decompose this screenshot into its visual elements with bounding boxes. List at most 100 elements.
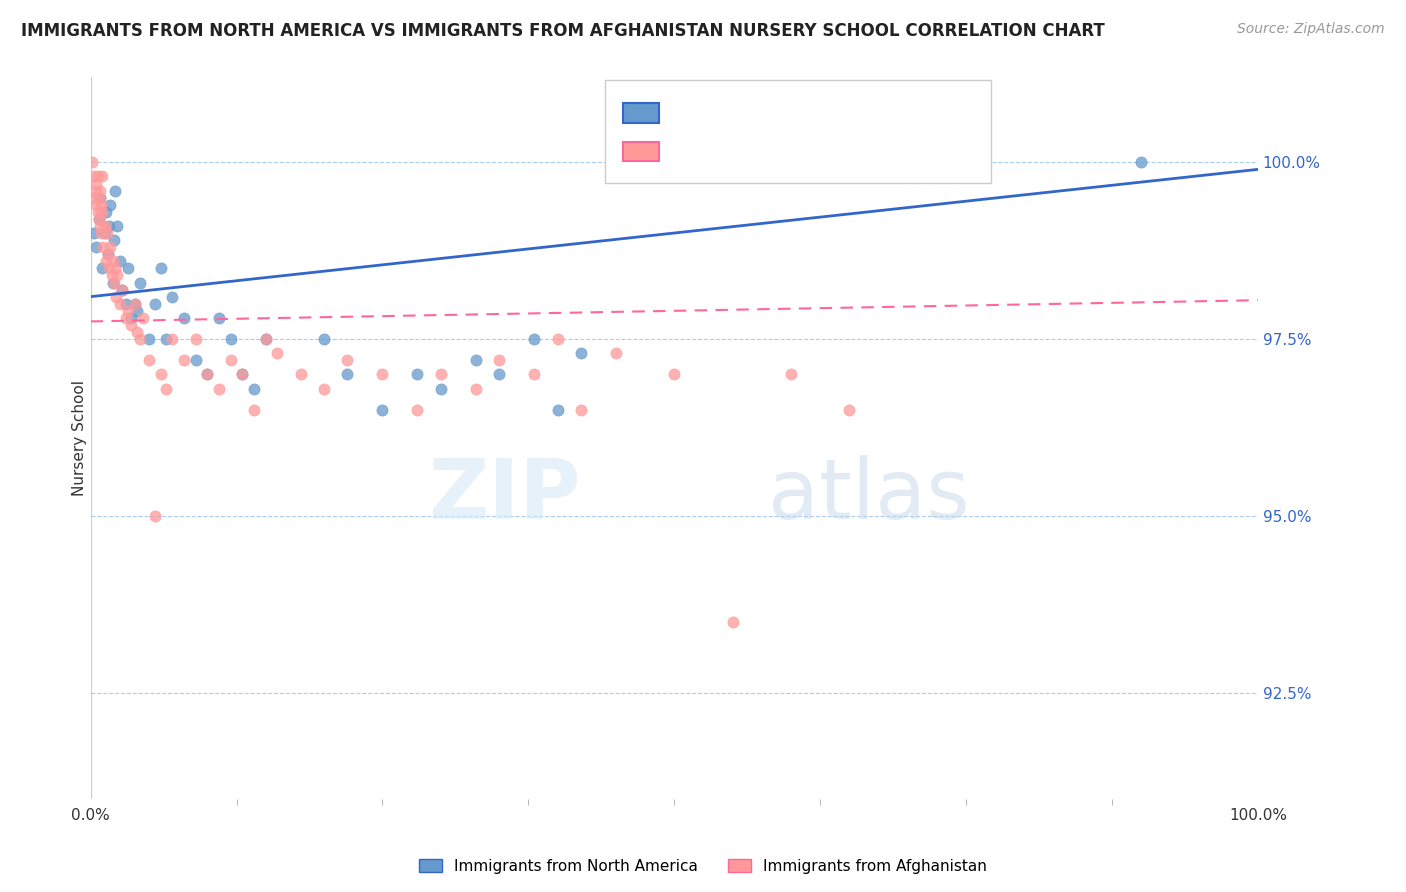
Point — [90, 226, 112, 240]
Point — [155, 332, 177, 346]
Point — [93, 219, 115, 233]
Point — [312, 332, 335, 346]
Point — [87, 211, 110, 226]
Point — [101, 276, 124, 290]
Point — [117, 303, 139, 318]
Point — [104, 184, 127, 198]
Y-axis label: Nursery School: Nursery School — [72, 380, 87, 496]
Point — [138, 353, 160, 368]
Point — [208, 310, 231, 325]
Point — [127, 303, 149, 318]
Point — [162, 332, 184, 346]
Point — [93, 226, 115, 240]
Text: N =: N = — [769, 143, 806, 161]
Point — [406, 368, 429, 382]
Text: atlas: atlas — [768, 455, 969, 536]
Point — [780, 368, 803, 382]
Point — [243, 402, 266, 417]
Point — [243, 382, 266, 396]
Point — [488, 353, 510, 368]
Point — [101, 254, 124, 268]
Point — [121, 318, 143, 332]
Point — [664, 368, 686, 382]
Point — [114, 310, 136, 325]
Point — [219, 332, 242, 346]
Text: N =: N = — [769, 104, 806, 122]
Point — [149, 368, 172, 382]
Point — [430, 368, 453, 382]
Point — [464, 382, 486, 396]
Point — [100, 268, 122, 283]
Point — [91, 169, 114, 184]
Point — [219, 353, 242, 368]
Text: 68: 68 — [806, 143, 828, 161]
Point — [111, 283, 134, 297]
Text: IMMIGRANTS FROM NORTH AMERICA VS IMMIGRANTS FROM AFGHANISTAN NURSERY SCHOOL CORR: IMMIGRANTS FROM NORTH AMERICA VS IMMIGRA… — [21, 22, 1105, 40]
Point — [336, 368, 359, 382]
Point — [547, 332, 569, 346]
Point — [98, 261, 121, 276]
Point — [86, 204, 108, 219]
Point — [124, 297, 146, 311]
Point — [128, 332, 150, 346]
Point — [91, 204, 114, 219]
Point — [569, 402, 592, 417]
Point — [173, 353, 195, 368]
Point — [184, 353, 207, 368]
Point — [162, 290, 184, 304]
Point — [547, 402, 569, 417]
Point — [89, 191, 111, 205]
Text: 0.011: 0.011 — [707, 143, 759, 161]
Point — [430, 382, 453, 396]
Point — [104, 261, 127, 276]
Point — [195, 368, 218, 382]
Point — [82, 191, 104, 205]
Point — [98, 219, 121, 233]
Point — [86, 198, 108, 212]
Point — [97, 247, 120, 261]
Point — [89, 184, 111, 198]
Point — [838, 402, 860, 417]
Text: ZIP: ZIP — [429, 455, 581, 536]
Point — [124, 297, 146, 311]
Point — [254, 332, 277, 346]
Point — [114, 297, 136, 311]
Text: 0.280: 0.280 — [707, 104, 759, 122]
Point — [184, 332, 207, 346]
Point — [132, 310, 155, 325]
Point — [254, 332, 277, 346]
Point — [83, 169, 105, 184]
Point — [406, 402, 429, 417]
Point — [96, 226, 118, 240]
Point — [128, 276, 150, 290]
Point — [94, 204, 117, 219]
Point — [312, 382, 335, 396]
Point — [523, 368, 546, 382]
Point — [1130, 155, 1153, 169]
Point — [94, 254, 117, 268]
Point — [87, 211, 110, 226]
Point — [138, 332, 160, 346]
Point — [488, 368, 510, 382]
Point — [121, 310, 143, 325]
Point — [100, 198, 122, 212]
Point — [173, 310, 195, 325]
Point — [100, 240, 122, 254]
Text: R =: R = — [668, 143, 704, 161]
Point — [721, 615, 744, 629]
Point — [266, 346, 288, 360]
Point — [127, 325, 149, 339]
Point — [86, 240, 108, 254]
Point — [87, 191, 110, 205]
Point — [464, 353, 486, 368]
Point — [336, 353, 359, 368]
Point — [195, 368, 218, 382]
Point — [107, 268, 129, 283]
Point — [89, 219, 111, 233]
Point — [84, 184, 107, 198]
Point — [103, 276, 125, 290]
Point — [523, 332, 546, 346]
Legend: Immigrants from North America, Immigrants from Afghanistan: Immigrants from North America, Immigrant… — [412, 853, 994, 880]
Point — [231, 368, 253, 382]
Point — [155, 382, 177, 396]
